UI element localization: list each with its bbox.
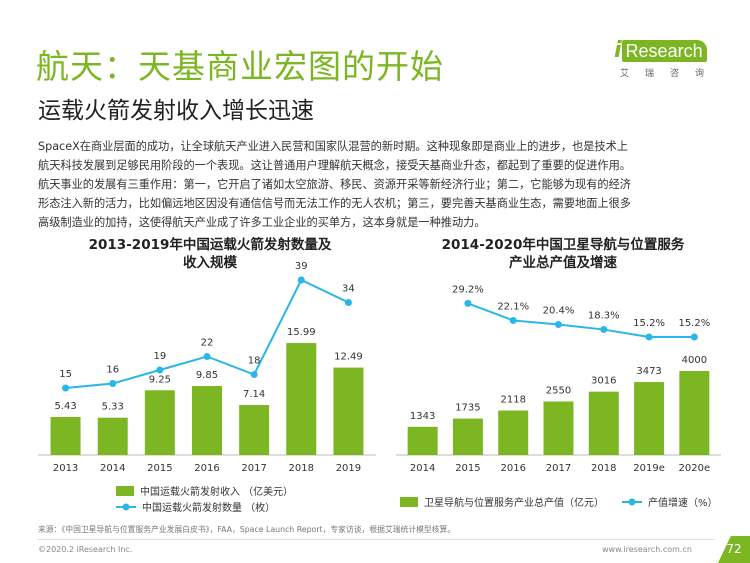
logo-subtitle: 艾 瑞 咨 询: [620, 69, 705, 79]
left-chart-title: 2013-2019年中国运载火箭发射数量及 收入规模: [88, 237, 332, 271]
line-point: [509, 316, 517, 324]
legend-bar-swatch: [116, 486, 134, 496]
legend-line-marker: [122, 503, 130, 511]
bar-value-label: 1735: [455, 403, 480, 414]
bar: [192, 386, 222, 455]
bar-value-label: 5.43: [54, 401, 76, 412]
logo-wordmark: Research: [621, 40, 707, 62]
bar: [286, 343, 317, 455]
line-value-label: 34: [342, 284, 355, 295]
bar-value-label: 7.14: [243, 389, 265, 400]
x-tick-label: 2016: [194, 463, 219, 474]
line-value-label: 29.2%: [452, 284, 484, 295]
bar: [333, 367, 364, 455]
bar-value-label: 4000: [682, 355, 707, 366]
line-point: [156, 366, 164, 374]
line-value-label: 18: [248, 356, 261, 367]
page-subtitle: 运载火箭发射收入增长迅速: [38, 98, 314, 124]
website: www.iresearch.com.cn: [602, 545, 692, 554]
bar-value-label: 3473: [636, 366, 661, 377]
line-value-label: 22.1%: [497, 301, 529, 312]
intro-line: 航天事业的发展有三重作用：第一，它开启了诸如太空旅游、移民、资源开采等新经济行业…: [38, 178, 631, 191]
intro-line: SpaceX在商业层面的成功，让全球航天产业进入民营和国家队混营的新时期。这种现…: [38, 140, 628, 153]
footer-divider: [38, 539, 714, 540]
line-point: [297, 276, 305, 284]
x-tick-label: 2015: [147, 463, 172, 474]
bar: [498, 410, 529, 455]
page-title: 航天：天基商业宏图的开始: [36, 47, 444, 86]
legend-bar-swatch: [400, 497, 418, 507]
intro-line: 形态注入新的活力，比如偏远地区因没有通信信号而无法工作的无人农机；第三，要完善天…: [38, 197, 631, 210]
bar: [588, 391, 619, 455]
line-point: [645, 333, 653, 341]
bar-value-label: 9.85: [196, 370, 218, 381]
intro-line: 高级制造业的加持，这使得航天产业成了许多工业企业的买单方，这本身就是一种推动力。: [38, 216, 486, 229]
line-point: [62, 384, 70, 392]
x-tick-label: 2018: [591, 463, 616, 474]
line-value-label: 15.2%: [633, 318, 665, 329]
line-point: [555, 321, 562, 329]
logo-i-mark: i: [614, 38, 622, 63]
line-value-label: 16: [106, 365, 119, 376]
line-point: [109, 380, 117, 387]
legend-label: 中国运载火箭发射收入 （亿美元）: [140, 485, 293, 498]
x-tick-label: 2019e: [633, 463, 665, 474]
bar: [679, 371, 710, 455]
bar-value-label: 2118: [500, 395, 525, 406]
line-value-label: 20.4%: [543, 306, 575, 317]
line-value-label: 19: [153, 351, 166, 362]
x-tick-label: 2014: [410, 463, 435, 474]
right-chart-title: 2014-2020年中国卫星导航与位置服务 产业总产值及增速: [441, 237, 685, 271]
bar: [452, 418, 483, 455]
bar: [543, 401, 574, 455]
line-point: [690, 333, 698, 341]
bar-value-label: 2550: [546, 385, 571, 396]
line-value-label: 39: [295, 261, 308, 272]
x-tick-label: 2018: [289, 463, 314, 474]
source-note: 来源：《中国卫星导航与位置服务产业发展白皮书》，FAA，Space Launch…: [38, 525, 456, 534]
legend-line-marker: [628, 498, 636, 506]
iresearch-logo: i Research 艾 瑞 咨 询: [614, 40, 714, 88]
bar-value-label: 9.25: [149, 374, 171, 385]
bar: [239, 405, 270, 455]
bar-value-label: 15.99: [287, 327, 316, 338]
series-line: [467, 302, 695, 338]
line-value-label: 18.3%: [588, 311, 620, 322]
line-point: [600, 326, 608, 334]
intro-paragraph: SpaceX在商业层面的成功，让全球航天产业进入民营和国家队混营的新时期。这种现…: [38, 137, 713, 232]
line-value-label: 22: [201, 338, 214, 349]
x-tick-label: 2017: [546, 463, 571, 474]
bar-value-label: 1343: [410, 411, 435, 422]
x-tick-label: 2015: [455, 463, 480, 474]
bar-value-label: 5.33: [102, 402, 124, 413]
intro-line: 航天科技发展到足够民用阶段的一个表现。这让普通用户理解航天概念，接受天基商业升态…: [38, 159, 631, 172]
x-tick-label: 2016: [500, 463, 525, 474]
x-tick-label: 2014: [100, 463, 125, 474]
line-point: [464, 299, 472, 307]
line-value-label: 15: [59, 369, 72, 380]
x-tick-label: 2013: [53, 463, 78, 474]
line-point: [250, 371, 258, 378]
legend-label: 卫星导航与位置服务产业总产值（亿元）: [424, 496, 604, 509]
x-tick-label: 2017: [241, 463, 266, 474]
bar: [634, 382, 665, 455]
bar-value-label: 12.49: [334, 352, 363, 363]
x-tick-label: 2019: [336, 463, 361, 474]
line-value-label: 15.2%: [678, 318, 710, 329]
bar-value-label: 3016: [591, 376, 616, 387]
legend-label: 产值增速（%）: [648, 496, 718, 509]
bar: [407, 426, 438, 455]
bar: [97, 417, 128, 455]
x-tick-label: 2020e: [679, 463, 711, 474]
legend-label: 中国运载火箭发射数量 （枚）: [142, 501, 275, 514]
copyright: ©2020.2 iResearch Inc.: [38, 545, 133, 554]
line-point: [344, 299, 352, 306]
bar: [144, 390, 175, 455]
bar: [50, 416, 81, 455]
line-point: [203, 353, 211, 360]
